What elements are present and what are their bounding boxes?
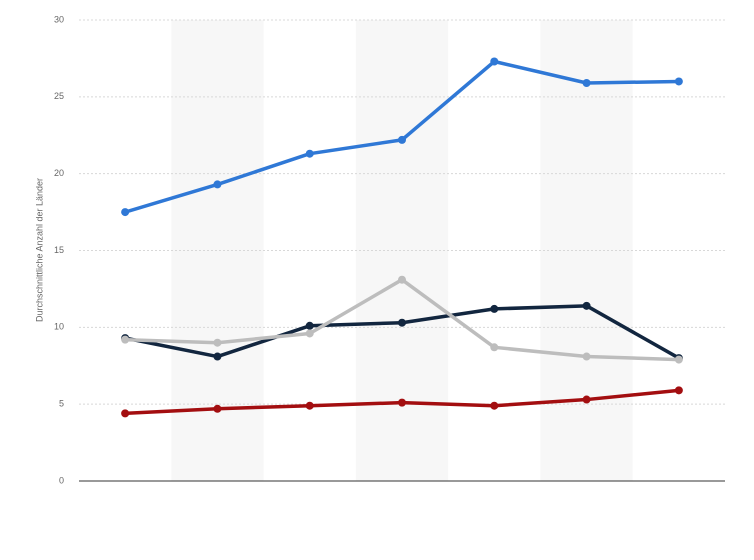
- data-point: [398, 275, 406, 284]
- data-point: [490, 401, 499, 410]
- data-point: [582, 79, 591, 88]
- data-point: [305, 401, 314, 410]
- data-point: [582, 395, 591, 404]
- data-point: [121, 335, 130, 344]
- data-point: [305, 321, 314, 330]
- y-tick-label: 25: [54, 91, 64, 101]
- y-tick-label: 5: [59, 399, 64, 409]
- y-tick-label: 30: [54, 14, 64, 24]
- y-tick-label: 0: [59, 475, 64, 485]
- data-point: [121, 409, 130, 418]
- data-point: [490, 304, 499, 313]
- data-point: [674, 77, 683, 86]
- column-band: [540, 20, 633, 481]
- data-point: [398, 135, 406, 144]
- data-point: [213, 404, 222, 413]
- data-point: [398, 398, 406, 407]
- data-point: [582, 301, 591, 310]
- data-point: [121, 208, 130, 217]
- data-point: [305, 149, 314, 158]
- y-axis-label: Durchschnittliche Anzahl der Länder: [34, 178, 44, 322]
- data-point: [490, 343, 499, 352]
- data-point: [305, 329, 314, 338]
- data-point: [213, 338, 222, 347]
- y-tick-label: 15: [54, 245, 64, 255]
- data-point: [213, 180, 222, 189]
- y-tick-label: 20: [54, 168, 64, 178]
- y-tick-label: 10: [54, 322, 64, 332]
- column-band: [355, 20, 449, 481]
- data-point: [674, 386, 683, 395]
- data-point: [674, 355, 683, 364]
- data-point: [582, 352, 591, 361]
- data-point: [490, 57, 499, 66]
- data-point: [213, 352, 222, 361]
- data-point: [398, 318, 406, 327]
